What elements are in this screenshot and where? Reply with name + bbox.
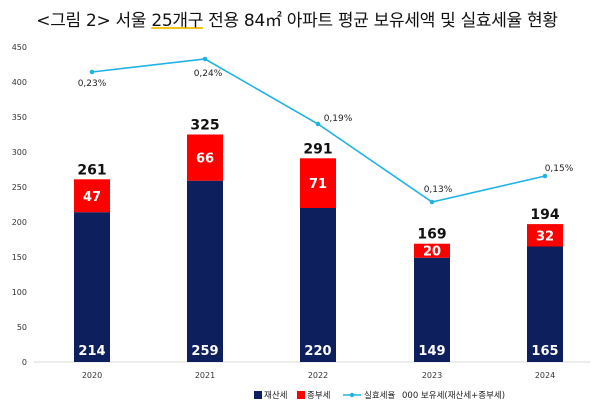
y-tick-label: 300 — [12, 148, 27, 157]
y-tick-label: 450 — [12, 43, 27, 52]
effective-tax-rate-point — [542, 173, 548, 179]
bar-segment-property-tax — [300, 208, 336, 362]
y-tick-label: 150 — [12, 253, 27, 262]
y-tick-label: 0 — [22, 358, 27, 367]
x-tick-label: 2020 — [82, 371, 102, 380]
x-tick-label: 2022 — [308, 371, 328, 380]
legend-note: 000 보유세(재산세+종부세) — [402, 390, 505, 401]
data-label-property-tax: 149 — [418, 344, 445, 359]
data-label-comprehensive-tax: 47 — [83, 190, 101, 205]
x-tick-label: 2021 — [195, 371, 215, 380]
data-label-comprehensive-tax: 32 — [536, 229, 554, 244]
effective-tax-rate-label: 0,15% — [545, 164, 574, 174]
data-label-comprehensive-tax: 66 — [196, 152, 214, 167]
y-tick-label: 200 — [12, 218, 27, 227]
data-label-property-tax: 165 — [531, 344, 558, 359]
effective-tax-rate-label: 0,19% — [324, 114, 353, 124]
legend-label-comprehensive-tax: 종부세 — [307, 391, 330, 401]
effective-tax-rate-point — [202, 56, 208, 62]
data-label-property-tax: 259 — [191, 344, 218, 359]
y-tick-label: 400 — [12, 78, 27, 87]
bar-segment-comprehensive-tax — [74, 179, 110, 213]
y-tick-label: 50 — [17, 323, 27, 332]
data-label-total: 169 — [417, 227, 446, 243]
bar-segment-property-tax — [74, 212, 110, 362]
bar-segment-comprehensive-tax — [300, 158, 336, 208]
effective-tax-rate-point — [89, 69, 95, 75]
y-tick-label: 250 — [12, 183, 27, 192]
effective-tax-rate-point — [315, 121, 321, 127]
y-tick-label: 100 — [12, 288, 27, 297]
y-tick-label: 350 — [12, 113, 27, 122]
data-label-comprehensive-tax: 20 — [423, 245, 441, 260]
bar-segment-property-tax — [527, 246, 563, 362]
effective-tax-rate-point — [429, 199, 435, 205]
bar-segment-comprehensive-tax — [527, 224, 563, 247]
legend-label-property-tax: 재산세 — [264, 390, 287, 401]
legend-swatch-property-tax — [254, 391, 262, 399]
legend-marker-effective-tax-rate — [349, 392, 355, 398]
x-tick-label: 2024 — [535, 371, 555, 380]
effective-tax-rate-label: 0,23% — [78, 79, 107, 89]
bar-segment-property-tax — [187, 180, 223, 362]
chart-title: <그림 2> 서울 25개구 전용 84㎡ 아파트 평균 보유세액 및 실효세율… — [36, 11, 558, 31]
data-label-comprehensive-tax: 71 — [309, 177, 327, 192]
x-tick-label: 2023 — [422, 371, 442, 380]
title-underlined-text: 25개구 — [151, 11, 204, 31]
effective-tax-rate-label: 0,24% — [194, 69, 223, 79]
data-label-total: 261 — [77, 162, 106, 178]
legend-label-effective-tax-rate: 실효세율 — [364, 390, 395, 401]
legend-swatch-comprehensive-tax — [297, 391, 305, 399]
data-label-total: 291 — [303, 141, 332, 157]
bar-segment-property-tax — [414, 257, 450, 362]
data-label-total: 325 — [190, 118, 219, 134]
bar-segment-comprehensive-tax — [414, 243, 450, 258]
data-label-total: 194 — [530, 207, 559, 223]
data-label-property-tax: 214 — [78, 344, 105, 359]
bar-segment-comprehensive-tax — [187, 134, 223, 181]
legend: 재산세 종부세 실효세율 000 보유세(재산세+종부세) — [254, 390, 505, 401]
data-label-property-tax: 220 — [304, 344, 331, 359]
effective-tax-rate-label: 0,13% — [424, 185, 453, 195]
